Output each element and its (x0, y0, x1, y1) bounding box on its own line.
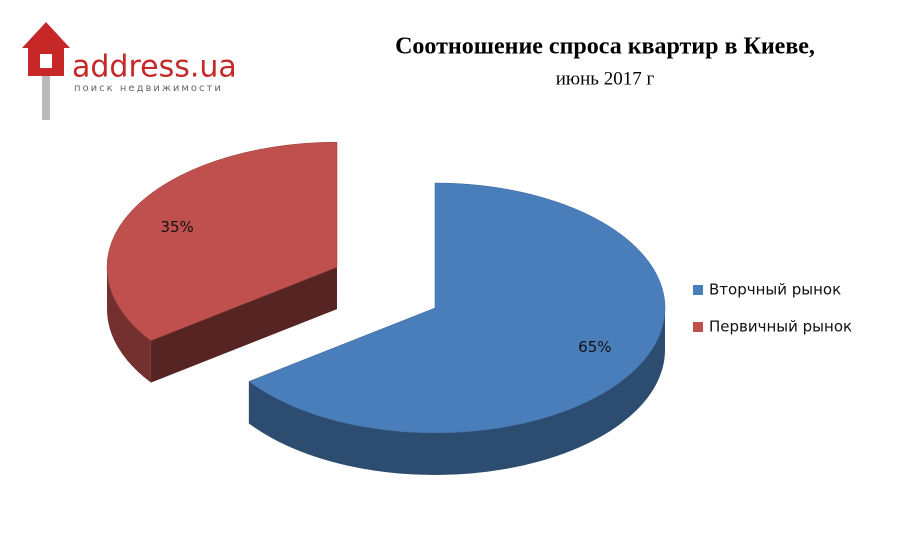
logo: address.ua поиск недвижимости (22, 22, 237, 120)
legend-swatch (693, 285, 703, 295)
slice (248, 182, 666, 434)
slice-wall (248, 308, 665, 475)
logo-tagline: поиск недвижимости (74, 83, 223, 94)
legend-swatch (693, 322, 703, 332)
slice (106, 141, 338, 341)
legend-label: Вторчный рынок (709, 281, 841, 299)
logo-key (42, 76, 50, 120)
chart-title: Соотношение спроса квартир в Киеве, (395, 34, 815, 60)
logo-window (40, 54, 52, 68)
legend: Вторчный рынок Первичный рынок (693, 281, 852, 336)
logo-name: address.ua (72, 50, 237, 85)
chart-subtitle: июнь 2017 г (556, 68, 655, 89)
slice-wall (106, 267, 151, 383)
slice-side (150, 267, 337, 383)
logo-house (22, 22, 70, 76)
pie: 35% 65% (106, 141, 666, 475)
data-label: 65% (578, 338, 611, 356)
legend-label: Первичный рынок (709, 318, 852, 336)
data-label: 35% (160, 218, 193, 236)
